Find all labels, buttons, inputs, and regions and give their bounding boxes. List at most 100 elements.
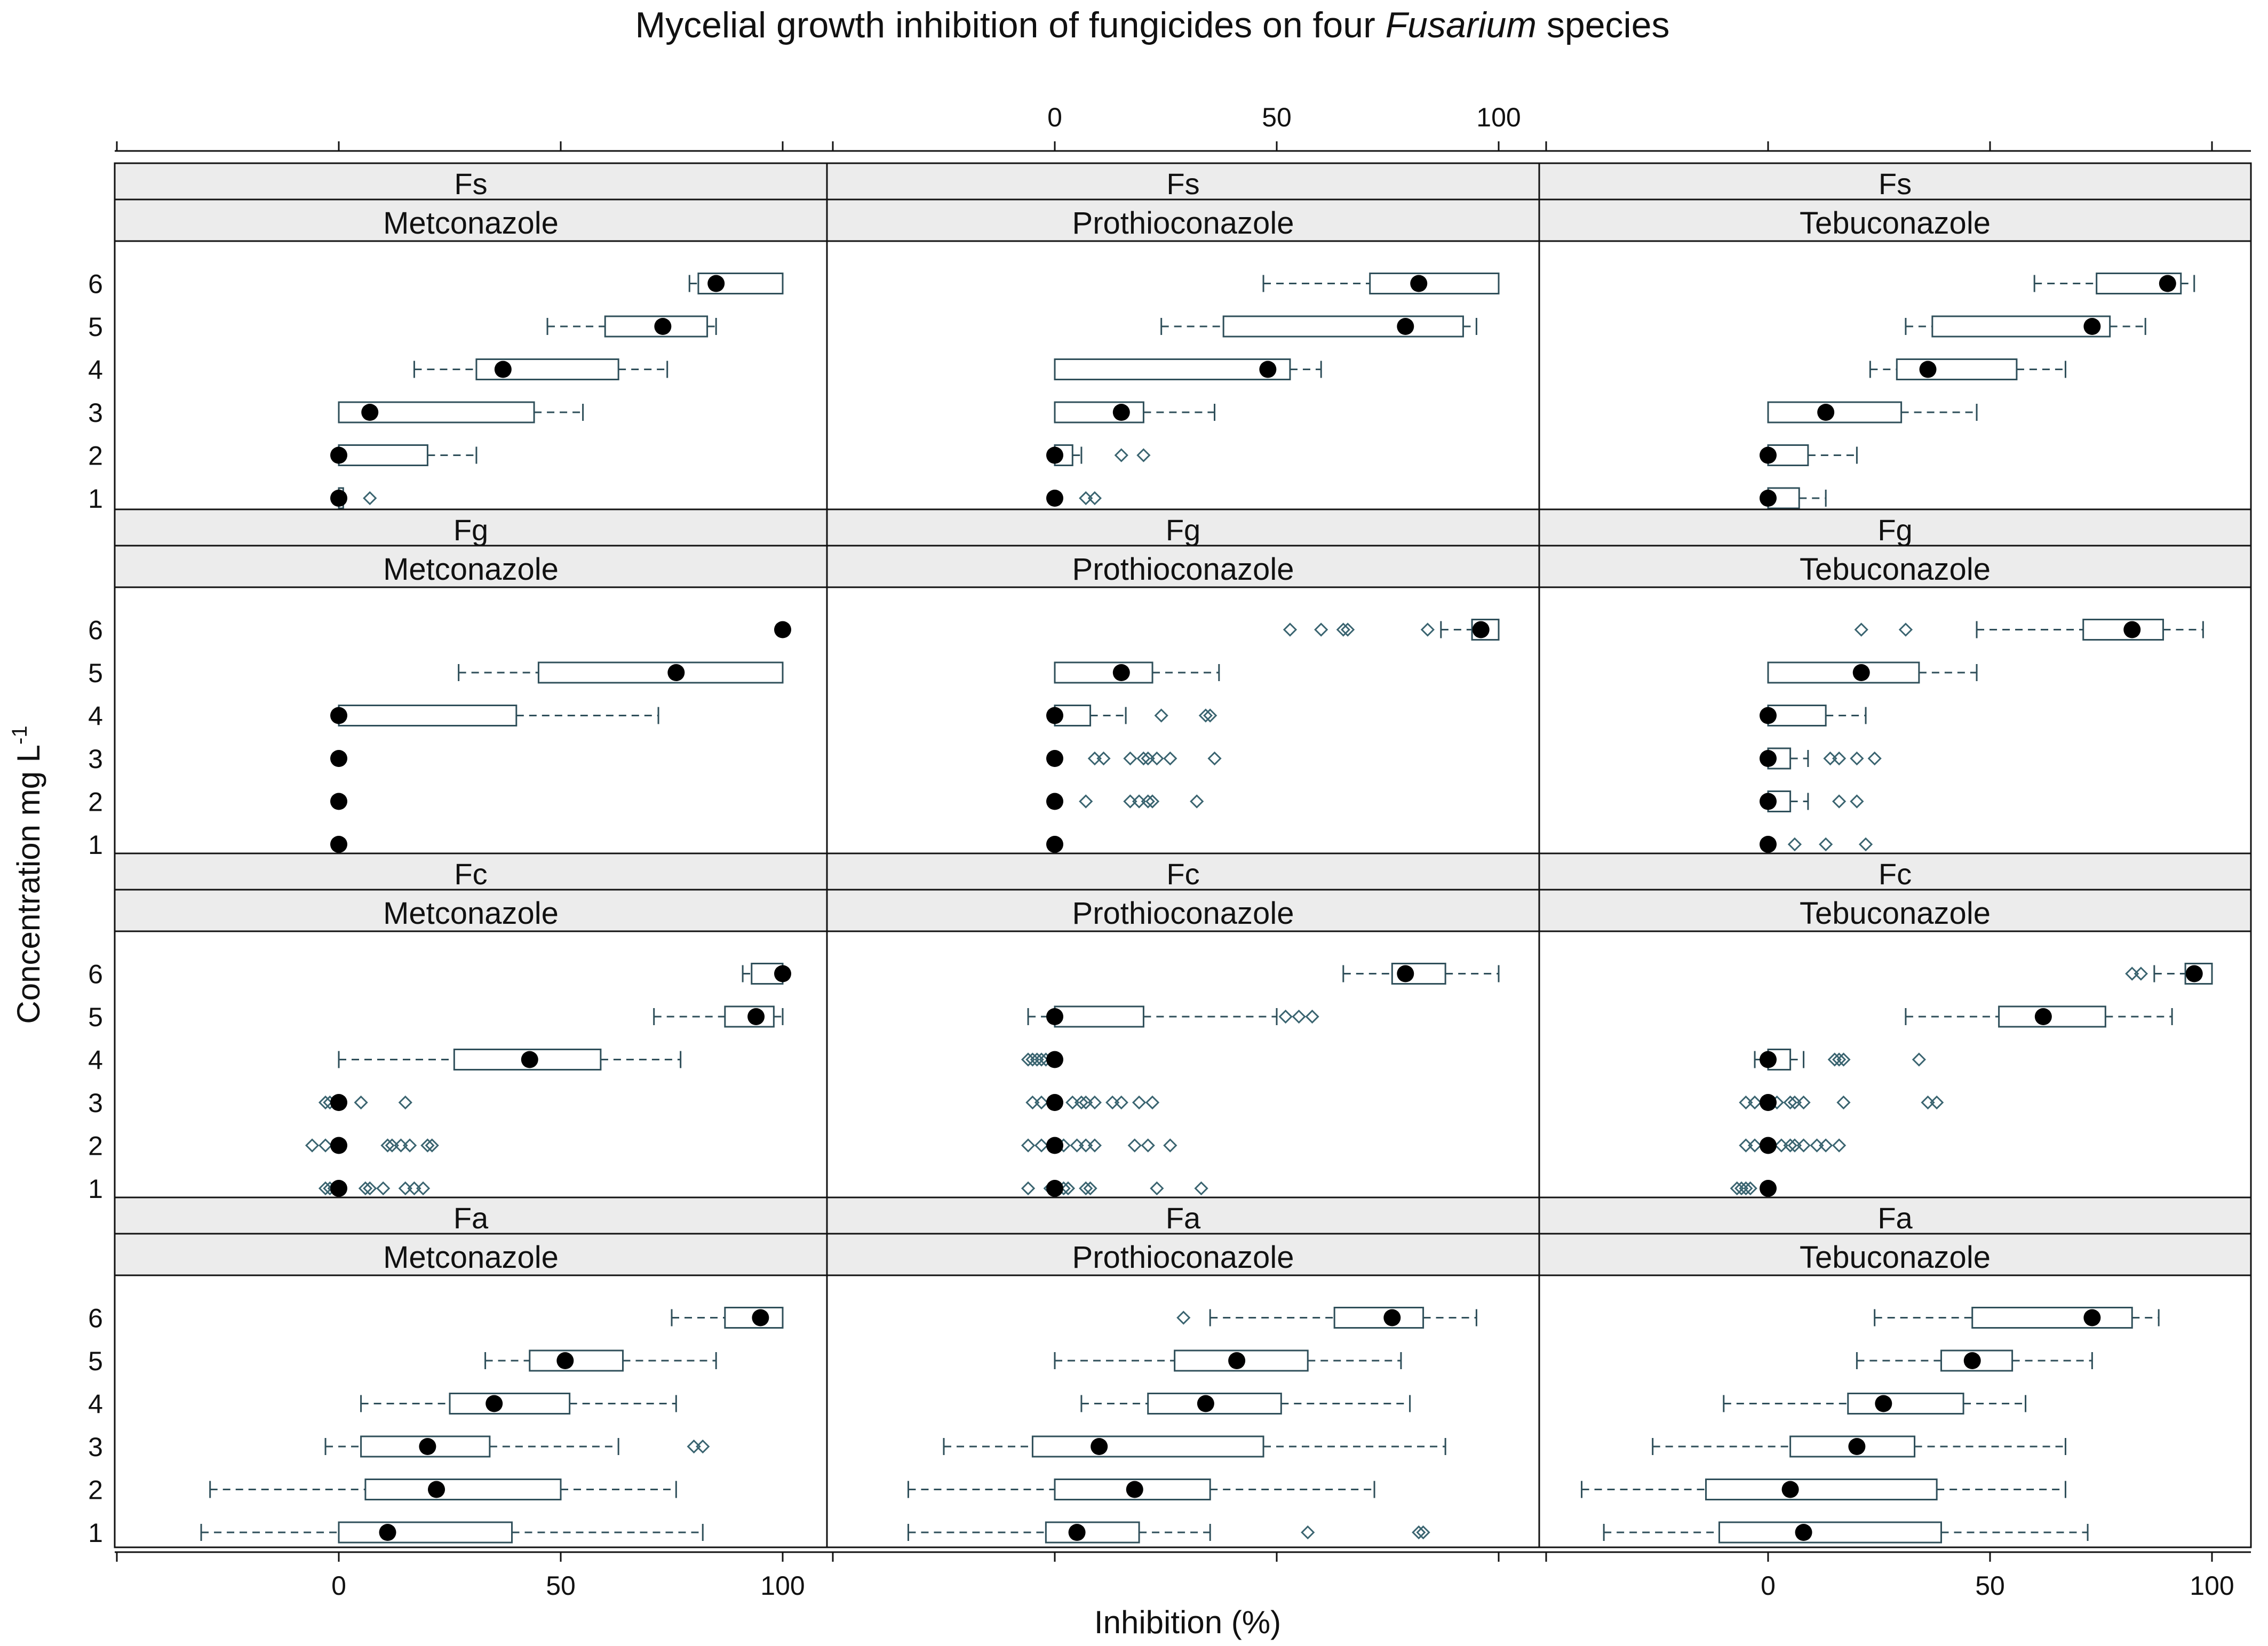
median-dot <box>1410 275 1428 292</box>
species-label: Fa <box>453 1201 489 1235</box>
outlier <box>1034 1052 1049 1067</box>
median-dot <box>1852 664 1870 681</box>
outlier <box>1127 1138 1142 1153</box>
panel-Fa-Tebuconazole: Fa Tebuconazole <box>1538 1196 2252 1548</box>
fungicide-label: Prothioconazole <box>1072 1240 1294 1275</box>
species-strip <box>826 162 1540 201</box>
median-dot <box>1760 446 1777 464</box>
plot-area <box>1538 930 2252 1204</box>
outlier <box>1283 622 1298 637</box>
box <box>1767 401 1903 424</box>
fungicide-label: Metconazole <box>383 896 559 931</box>
species-strip <box>826 852 1540 891</box>
median-dot <box>1760 750 1777 767</box>
panels-group: 0 50 100 0 50 100 0 50 100 Fs Metconazole 1 2 3 4 5 6 Fs P… <box>88 102 2252 1601</box>
median-dot <box>428 1481 445 1498</box>
species-label: Fg <box>453 513 488 547</box>
outlier <box>1292 1009 1306 1024</box>
median-dot <box>1383 1309 1401 1327</box>
outlier <box>1787 837 1802 852</box>
species-label: Fc <box>1166 857 1199 891</box>
fungicide-label: Tebuconazole <box>1800 1240 1991 1275</box>
bottom-tick-label: 50 <box>1975 1571 2005 1601</box>
box <box>1054 401 1144 424</box>
bottom-tick-label: 100 <box>760 1571 805 1601</box>
median-dot <box>330 793 347 810</box>
top-tick-label: 50 <box>1262 102 1292 132</box>
y-tick-label: 1 <box>88 1518 103 1548</box>
outlier <box>1850 751 1864 766</box>
median-dot <box>419 1438 436 1455</box>
bottom-tick-label: 0 <box>1761 1571 1776 1601</box>
y-axis-label-text: Concentration mg L <box>11 745 46 1024</box>
y-tick-label: 2 <box>88 441 103 471</box>
box <box>1333 1307 1425 1329</box>
median-dot <box>330 1137 347 1154</box>
median-dot <box>1875 1395 1892 1412</box>
median-dot <box>1068 1524 1086 1541</box>
box <box>1931 315 2111 338</box>
outlier <box>1340 622 1355 637</box>
outlier <box>1034 1138 1049 1153</box>
outlier <box>1141 1138 1155 1153</box>
outlier <box>1832 1052 1847 1067</box>
median-dot <box>330 750 347 767</box>
median-dot <box>330 446 347 464</box>
median-dot <box>330 1180 347 1197</box>
box <box>1767 661 1920 684</box>
y-tick-label: 2 <box>88 787 103 817</box>
median-dot <box>1046 793 1063 810</box>
median-dot <box>1760 1051 1777 1068</box>
species-strip <box>826 1196 1540 1235</box>
outlier <box>1836 1052 1851 1067</box>
outlier <box>1819 1138 1833 1153</box>
panel-Fc-Prothioconazole: Fc Prothioconazole <box>826 852 1540 1204</box>
outlier <box>1145 794 1160 809</box>
outlier <box>1021 1138 1036 1153</box>
outlier <box>1087 1138 1102 1153</box>
fungicide-strip <box>114 545 828 588</box>
outlier <box>1083 1181 1097 1196</box>
y-tick-label: 4 <box>88 701 103 731</box>
outlier <box>1079 1181 1093 1196</box>
panel-Fa-Metconazole: Fa Metconazole 1 2 3 4 5 6 <box>88 1196 828 1548</box>
species-strip <box>1538 508 2252 547</box>
median-dot <box>379 1524 396 1541</box>
fungicide-label: Prothioconazole <box>1072 896 1294 931</box>
y-tick-label: 4 <box>88 1045 103 1075</box>
outlier <box>1132 1095 1147 1110</box>
y-tick-label: 4 <box>88 1389 103 1419</box>
box <box>449 1393 571 1415</box>
median-dot <box>330 707 347 724</box>
median-dot <box>330 490 347 507</box>
outlier <box>696 1439 710 1454</box>
outlier <box>358 1181 373 1196</box>
outlier <box>1154 708 1168 723</box>
fungicide-strip <box>114 198 828 242</box>
median-dot <box>521 1051 538 1068</box>
outlier <box>1278 1009 1293 1024</box>
outlier <box>1136 751 1151 766</box>
median-dot <box>774 621 791 638</box>
median-dot <box>1397 318 1414 335</box>
outlier <box>363 491 377 506</box>
outlier <box>1739 1181 1753 1196</box>
median-dot <box>1760 1180 1777 1197</box>
box <box>529 1349 624 1372</box>
outlier <box>1783 1095 1797 1110</box>
outlier <box>1061 1181 1076 1196</box>
species-label: Fs <box>1879 167 1912 201</box>
outlier <box>380 1138 395 1153</box>
fungicide-label: Tebuconazole <box>1800 896 1991 931</box>
panel-Fs-Prothioconazole: Fs Prothioconazole <box>826 162 1540 514</box>
outlier <box>376 1181 391 1196</box>
median-dot <box>1046 1180 1063 1197</box>
outlier <box>1194 1181 1208 1196</box>
median-dot <box>1795 1524 1812 1541</box>
box <box>338 705 518 726</box>
outlier <box>1123 751 1137 766</box>
outlier <box>1858 837 1873 852</box>
outlier <box>1796 1095 1811 1110</box>
median-dot <box>747 1008 765 1025</box>
median-dot <box>1760 490 1777 507</box>
